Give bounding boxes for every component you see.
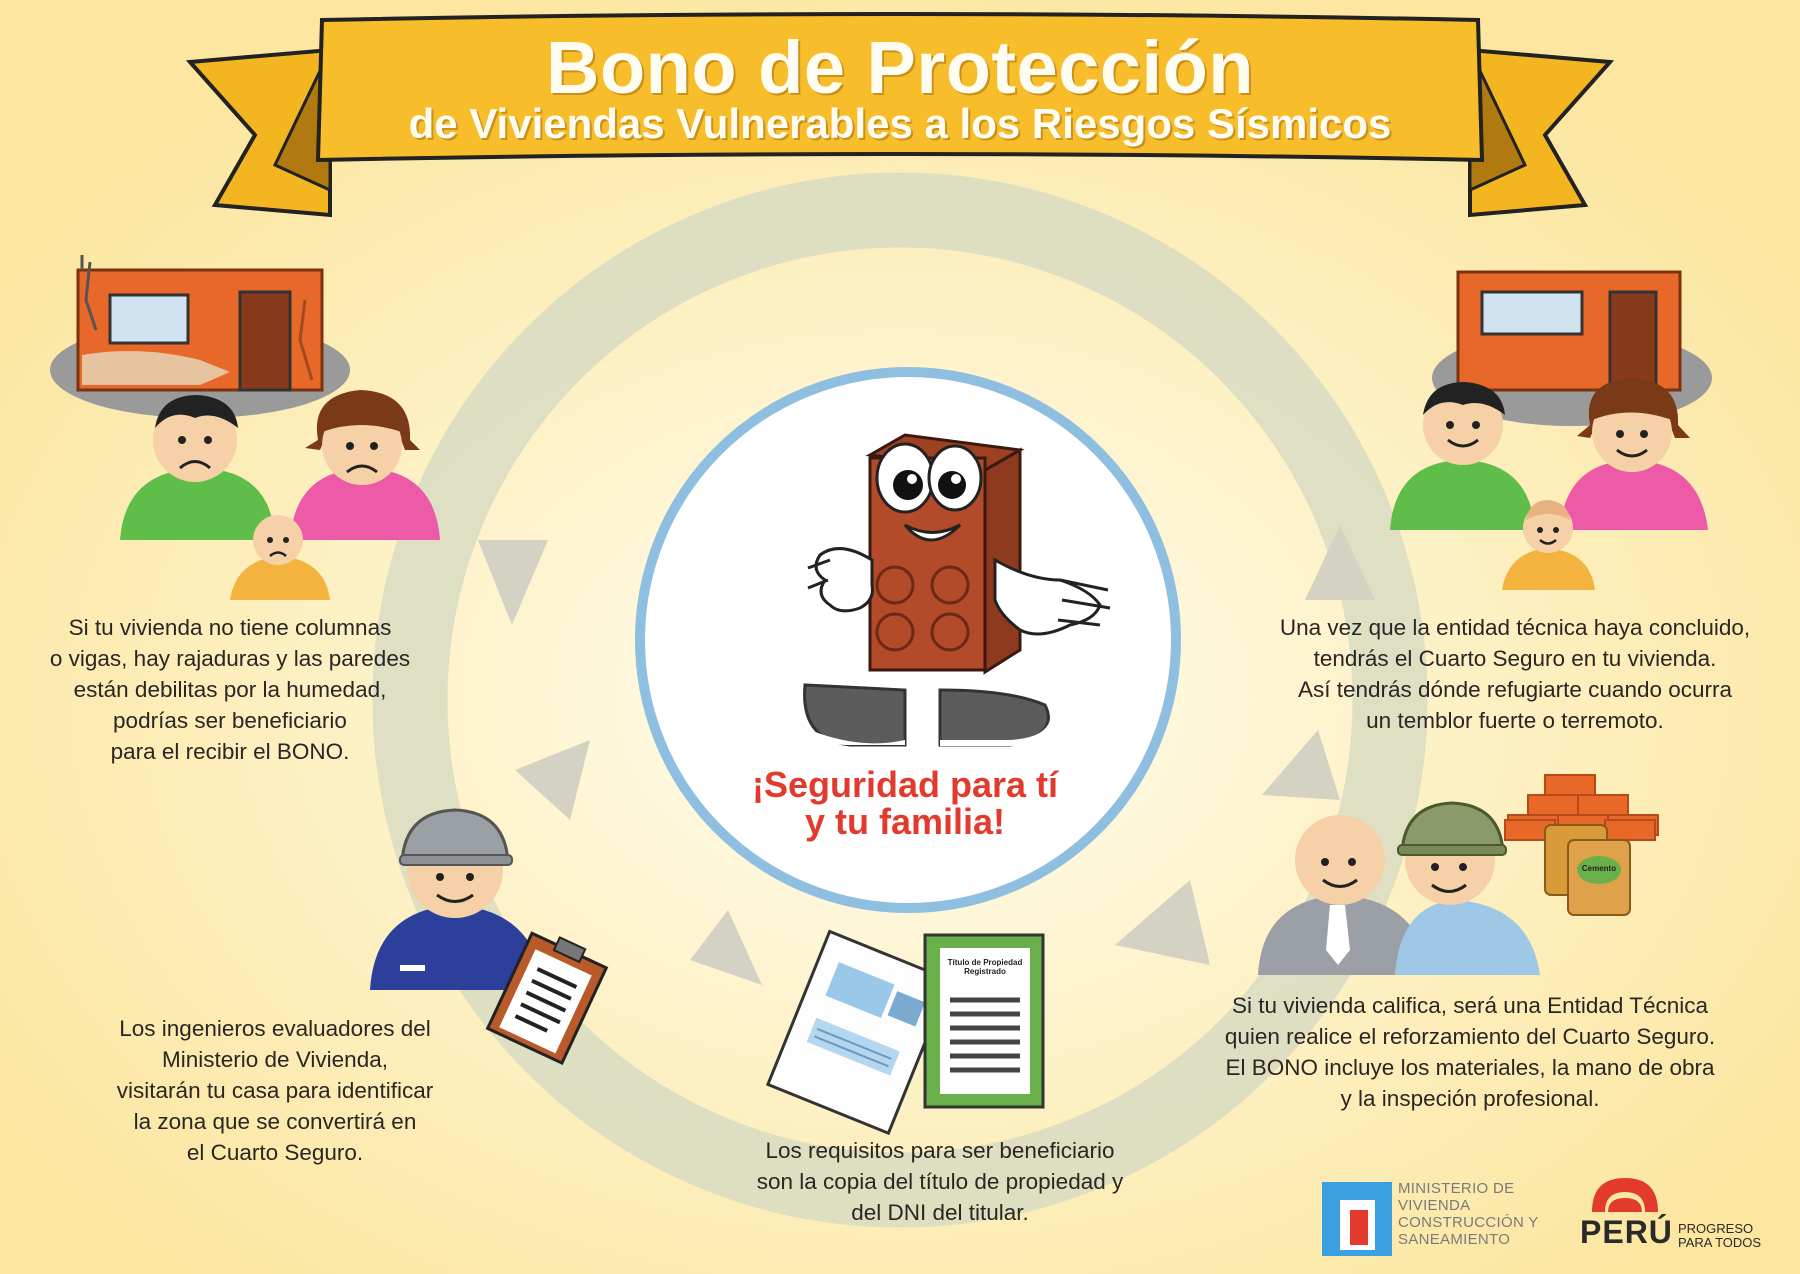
arrow-6: [1305, 525, 1375, 600]
step-3-text: Los requisitos para ser beneficiario son…: [756, 1138, 1124, 1225]
cement-bags-icon: [1544, 824, 1631, 916]
sad-family-icon: [120, 390, 440, 600]
cycle-arrows: [478, 525, 1375, 985]
dni-card-icon: [765, 929, 953, 1136]
arrow-1: [478, 540, 548, 625]
arrow-4: [1115, 880, 1210, 965]
technician-icon: [1258, 815, 1430, 975]
property-title-document-icon: [923, 933, 1045, 1109]
title-banner: [185, 12, 1615, 218]
step-2-text: Los ingenieros evaluadores del Ministeri…: [116, 1016, 434, 1165]
step-1-text: Si tu vivienda no tiene columnas o vigas…: [49, 615, 411, 764]
ministry-logo-icon: [1322, 1182, 1392, 1256]
damaged-house-icon: [50, 255, 350, 418]
document-title-line-1: Título de Propiedad: [947, 958, 1023, 967]
arrow-2: [515, 740, 590, 820]
cycle-ring: [372, 172, 1428, 1228]
clipboard-icon: [485, 931, 609, 1066]
peru-logo-icon: [1592, 1178, 1658, 1212]
step-5-text: Una vez que la entidad técnica haya conc…: [1279, 615, 1751, 733]
banner-title: Bono de Protección: [546, 26, 1254, 109]
arrow-5: [1262, 730, 1340, 800]
supervisor-icon: [1395, 801, 1540, 975]
slogan: ¡Seguridad para tí y tu familia!: [751, 764, 1059, 842]
cement-bag-label: Cemento: [1581, 864, 1617, 873]
arrow-3: [690, 910, 762, 985]
step-4-text: Si tu vivienda califica, será una Entida…: [1224, 993, 1716, 1111]
peru-logo-word: PERÚ: [1580, 1214, 1673, 1250]
banner-subtitle: de Viviendas Vulnerables a los Riesgos S…: [408, 100, 1392, 147]
brick-mascot-icon: [803, 433, 1111, 747]
peru-logo-tagline: PROGRESO PARA TODOS: [1678, 1221, 1762, 1250]
document-title-line-2: Registrado: [964, 967, 1006, 976]
ministry-logo-text: MINISTERIO DE VIVIENDA CONSTRUCCIÓN Y SA…: [1398, 1180, 1539, 1248]
document-title-label: Título de Propiedad Registrado: [940, 958, 1030, 976]
happy-family-icon: [1390, 378, 1708, 590]
engineer-icon: [370, 808, 545, 990]
